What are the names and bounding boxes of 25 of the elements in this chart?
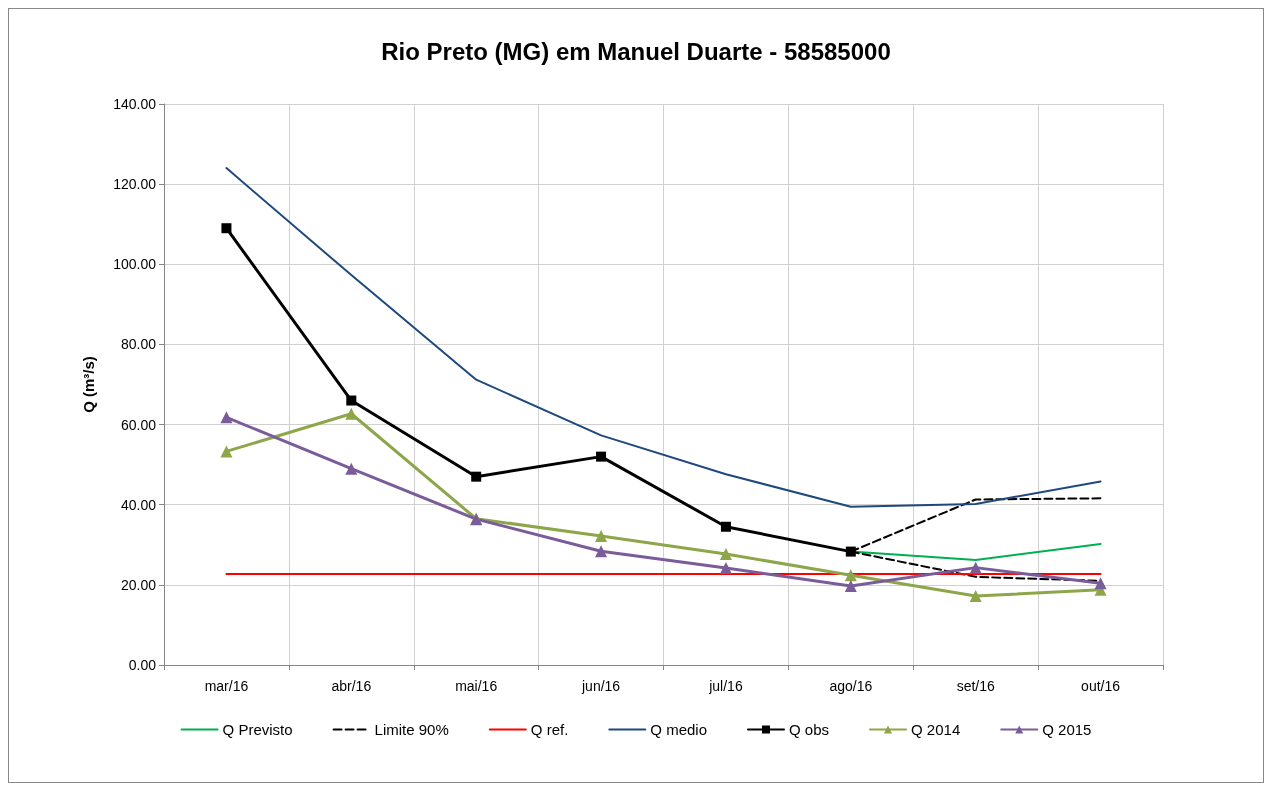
y-tick-label: 60.00 bbox=[120, 416, 157, 433]
x-tick-label: set/16 bbox=[956, 678, 995, 694]
x-tick-label: ago/16 bbox=[829, 678, 873, 694]
legend-label: Q 2015 bbox=[1042, 721, 1092, 738]
y-tick-label: 120.00 bbox=[113, 176, 157, 193]
y-tick-label: 20.00 bbox=[120, 576, 157, 593]
x-tick-label: mar/16 bbox=[204, 678, 249, 694]
y-tick-label: 40.00 bbox=[120, 496, 157, 513]
y-tick-label: 100.00 bbox=[113, 256, 157, 273]
y-tick-label: 140.00 bbox=[113, 96, 157, 112]
legend-label: Q medio bbox=[650, 721, 708, 738]
legend-label: Q Previsto bbox=[222, 721, 293, 738]
x-tick-label: jul/16 bbox=[708, 678, 743, 694]
legend-label: Q ref. bbox=[530, 721, 569, 738]
legend-label: Q obs bbox=[789, 721, 830, 738]
x-tick-label: mai/16 bbox=[455, 678, 498, 694]
y-axis-title: Q (m³/s) bbox=[80, 356, 97, 413]
chart-title: Rio Preto (MG) em Manuel Duarte - 58585000 bbox=[381, 37, 891, 65]
legend-label: Q 2014 bbox=[911, 721, 961, 738]
legend-label: Limite 90% bbox=[374, 721, 449, 738]
x-tick-label: out/16 bbox=[1081, 678, 1121, 694]
y-tick-label: 80.00 bbox=[120, 336, 157, 353]
x-tick-label: abr/16 bbox=[331, 678, 372, 694]
x-tick-label: jun/16 bbox=[580, 678, 621, 694]
y-tick-label: 0.00 bbox=[128, 657, 157, 673]
